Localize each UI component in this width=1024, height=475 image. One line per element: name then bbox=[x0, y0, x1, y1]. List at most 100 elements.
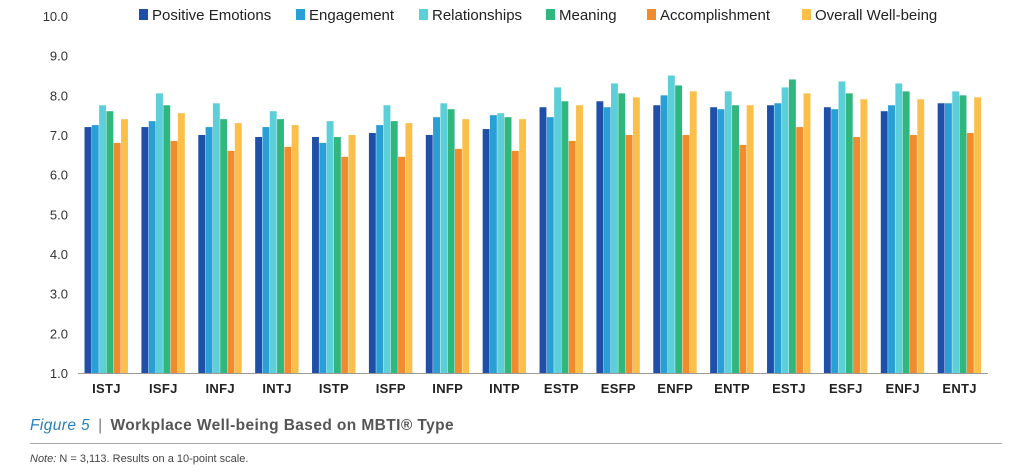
bar bbox=[596, 101, 604, 374]
x-tick-label: ENFP bbox=[657, 381, 693, 396]
bar bbox=[539, 107, 547, 373]
bar bbox=[390, 121, 398, 373]
x-tick-label: ESFJ bbox=[829, 381, 863, 396]
bar bbox=[489, 115, 497, 374]
y-tick-label: 10.0 bbox=[43, 9, 68, 24]
bar bbox=[717, 109, 725, 373]
bar bbox=[269, 111, 277, 373]
y-tick-label: 2.0 bbox=[50, 326, 68, 341]
bar bbox=[796, 127, 804, 373]
bar bbox=[405, 123, 413, 373]
bar bbox=[831, 109, 839, 373]
bar bbox=[974, 97, 982, 374]
bar bbox=[632, 97, 640, 374]
bar bbox=[853, 136, 861, 373]
bar bbox=[710, 107, 718, 373]
bar bbox=[966, 133, 974, 373]
bar bbox=[433, 117, 440, 374]
legend-label: Meaning bbox=[559, 7, 617, 24]
x-tick-label: ENTJ bbox=[942, 381, 976, 396]
bar bbox=[376, 125, 384, 373]
legend-label: Engagement bbox=[309, 7, 395, 24]
x-tick-label: ISFP bbox=[376, 381, 406, 396]
bar bbox=[660, 95, 668, 373]
bar bbox=[91, 125, 99, 373]
y-tick-label: 7.0 bbox=[50, 128, 68, 143]
figure-title: Workplace Well-being Based on MBTI® Type bbox=[110, 417, 454, 434]
bar bbox=[482, 129, 490, 373]
bar bbox=[576, 105, 583, 373]
bar bbox=[312, 136, 319, 373]
bar bbox=[732, 105, 739, 373]
y-tick-label: 4.0 bbox=[50, 247, 68, 262]
bar bbox=[220, 119, 228, 373]
x-tick-label: ESFP bbox=[601, 381, 636, 396]
y-tick-label: 5.0 bbox=[50, 207, 68, 222]
bar bbox=[860, 99, 868, 374]
bar bbox=[447, 109, 455, 373]
x-tick-label: ESTP bbox=[544, 381, 579, 396]
bar bbox=[262, 127, 270, 373]
bar bbox=[838, 81, 846, 373]
bar bbox=[788, 79, 796, 373]
caption-separator: | bbox=[98, 417, 103, 434]
y-tick-label: 9.0 bbox=[50, 49, 68, 64]
legend-label: Overall Well-being bbox=[815, 7, 937, 24]
bar bbox=[774, 103, 782, 374]
bar bbox=[398, 156, 406, 373]
bar bbox=[611, 83, 618, 373]
x-tick-label: ENFJ bbox=[885, 381, 919, 396]
bar bbox=[368, 133, 376, 373]
bar bbox=[746, 105, 754, 373]
y-tick-label: 6.0 bbox=[50, 168, 68, 183]
bar bbox=[937, 103, 945, 374]
bar bbox=[341, 156, 349, 373]
x-tick-label: INTJ bbox=[262, 381, 291, 396]
legend-swatch bbox=[546, 9, 555, 20]
bar bbox=[170, 140, 178, 373]
bar bbox=[319, 142, 327, 373]
x-tick-label: ISTJ bbox=[92, 381, 121, 396]
bar bbox=[333, 136, 341, 373]
bar bbox=[212, 103, 220, 374]
bar bbox=[234, 123, 242, 373]
legend: Positive Emotions Engagement Relationships… bbox=[139, 7, 937, 24]
bar bbox=[163, 105, 171, 373]
bar bbox=[519, 119, 527, 373]
bar bbox=[99, 105, 107, 373]
bar bbox=[454, 148, 462, 373]
bar bbox=[291, 125, 299, 373]
bar bbox=[603, 107, 611, 373]
legend-label: Relationships bbox=[432, 7, 522, 24]
bar bbox=[618, 93, 626, 373]
bar bbox=[177, 113, 185, 373]
bar bbox=[141, 127, 149, 373]
bar bbox=[497, 113, 505, 373]
x-tick-label: ISFJ bbox=[149, 381, 178, 396]
bar bbox=[326, 121, 334, 373]
bar bbox=[959, 95, 967, 373]
x-tick-label: INTP bbox=[489, 381, 520, 396]
bar bbox=[383, 105, 391, 373]
bar bbox=[156, 93, 163, 373]
bar bbox=[561, 101, 569, 374]
bar bbox=[667, 75, 675, 373]
x-axis: ISTJ ISFJ INFJ INTJ ISTP ISFP INFP INTP ESTP ESFP… bbox=[78, 373, 988, 396]
bar bbox=[724, 91, 732, 373]
bar bbox=[554, 87, 562, 374]
y-tick-label: 1.0 bbox=[50, 366, 68, 381]
bar bbox=[909, 135, 917, 373]
legend-label: Accomplishment bbox=[660, 7, 771, 24]
note-text: N = 3,113. Results on a 10-point scale. bbox=[59, 453, 249, 465]
bar bbox=[675, 85, 683, 374]
legend-swatch bbox=[296, 9, 305, 20]
legend-swatch bbox=[647, 9, 656, 20]
bar bbox=[462, 119, 470, 373]
bar bbox=[739, 144, 747, 373]
bar bbox=[917, 99, 925, 374]
bar bbox=[511, 150, 519, 373]
bar bbox=[895, 83, 903, 373]
legend-swatch bbox=[419, 9, 428, 20]
bars bbox=[84, 75, 982, 374]
figure-note: Note: N = 3,113. Results on a 10-point s… bbox=[30, 453, 248, 465]
